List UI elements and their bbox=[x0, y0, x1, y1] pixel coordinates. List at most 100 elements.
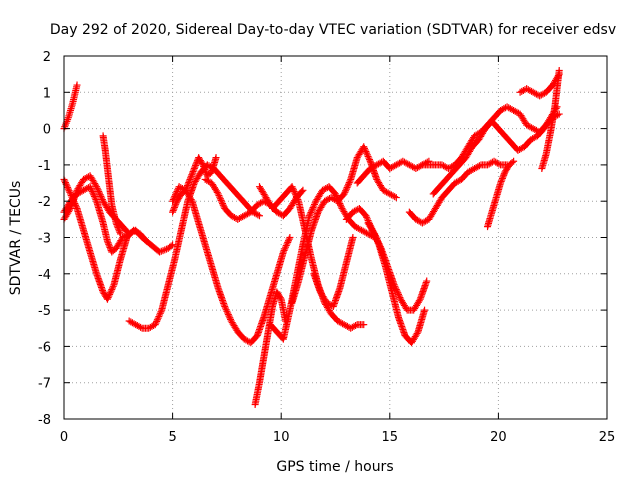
series-track-14 bbox=[310, 234, 357, 310]
data-point-marker bbox=[125, 230, 133, 238]
data-point-marker bbox=[311, 199, 319, 207]
data-point-marker bbox=[90, 192, 98, 200]
x-axis-label: GPS time / hours bbox=[276, 459, 393, 475]
data-point-marker bbox=[201, 166, 209, 174]
data-point-marker bbox=[361, 146, 369, 154]
data-point-marker bbox=[113, 222, 121, 230]
y-tick-label: -7 bbox=[38, 377, 51, 392]
data-point-marker bbox=[376, 241, 384, 249]
data-point-marker bbox=[224, 309, 232, 317]
data-markers bbox=[60, 67, 563, 408]
data-point-marker bbox=[276, 294, 284, 302]
data-point-marker bbox=[555, 67, 563, 75]
data-point-marker bbox=[298, 188, 306, 196]
data-point-marker bbox=[95, 189, 103, 197]
data-point-marker bbox=[189, 168, 197, 176]
data-point-marker bbox=[308, 205, 316, 213]
data-point-marker bbox=[183, 182, 191, 190]
data-point-marker bbox=[98, 194, 106, 202]
x-tick-label: 15 bbox=[382, 430, 399, 445]
data-point-marker bbox=[109, 282, 117, 290]
data-point-marker bbox=[374, 238, 382, 246]
data-point-marker bbox=[307, 208, 315, 216]
data-point-marker bbox=[393, 287, 401, 295]
data-point-marker bbox=[286, 234, 294, 241]
data-point-marker bbox=[170, 194, 178, 202]
data-point-marker bbox=[200, 162, 208, 170]
series-track-5 bbox=[99, 132, 124, 238]
y-tick-label: -5 bbox=[38, 304, 51, 319]
data-point-marker bbox=[105, 240, 113, 248]
data-point-marker bbox=[322, 184, 330, 192]
data-point-marker bbox=[279, 248, 287, 256]
data-point-marker bbox=[371, 230, 379, 238]
data-point-marker bbox=[224, 311, 232, 319]
data-point-marker bbox=[106, 289, 114, 297]
data-point-marker bbox=[66, 188, 74, 196]
data-point-marker bbox=[157, 308, 165, 316]
data-point-marker bbox=[187, 174, 195, 182]
data-point-marker bbox=[217, 196, 225, 204]
data-point-marker bbox=[324, 195, 332, 203]
data-point-marker bbox=[350, 322, 358, 330]
data-point-marker bbox=[156, 311, 164, 319]
data-point-marker bbox=[394, 289, 402, 297]
data-point-marker bbox=[363, 215, 371, 223]
data-point-marker bbox=[342, 187, 350, 195]
data-point-marker bbox=[299, 186, 307, 194]
data-point-marker bbox=[143, 237, 151, 245]
data-point-marker bbox=[415, 297, 423, 305]
data-point-marker bbox=[190, 166, 198, 174]
data-point-marker bbox=[499, 173, 507, 181]
data-point-marker bbox=[373, 235, 381, 243]
data-point-marker bbox=[170, 205, 178, 213]
data-point-marker bbox=[341, 188, 349, 196]
data-point-marker bbox=[98, 196, 106, 204]
data-point-marker bbox=[363, 151, 371, 159]
data-point-marker bbox=[497, 179, 505, 187]
x-tick-label: 20 bbox=[490, 430, 507, 445]
data-point-marker bbox=[113, 221, 121, 229]
series-track-16 bbox=[353, 157, 433, 187]
data-point-marker bbox=[171, 202, 179, 210]
data-point-marker bbox=[309, 204, 317, 212]
data-point-marker bbox=[423, 277, 431, 285]
data-point-marker bbox=[105, 292, 113, 300]
data-point-marker bbox=[340, 190, 348, 198]
data-point-marker bbox=[97, 192, 105, 200]
y-tick-label: -2 bbox=[38, 195, 51, 210]
data-point-marker bbox=[153, 316, 161, 324]
y-tick-label: 1 bbox=[43, 86, 51, 101]
data-point-marker bbox=[225, 312, 233, 320]
series-track-3 bbox=[60, 175, 151, 303]
data-point-marker bbox=[255, 212, 263, 220]
data-point-marker bbox=[91, 194, 99, 202]
data-point-marker bbox=[392, 194, 400, 202]
data-point-marker bbox=[292, 191, 300, 199]
data-point-marker bbox=[375, 240, 383, 248]
data-point-marker bbox=[519, 86, 527, 94]
data-point-marker bbox=[169, 196, 177, 204]
data-point-marker bbox=[103, 237, 111, 245]
data-point-marker bbox=[184, 180, 192, 188]
data-point-marker bbox=[216, 193, 224, 201]
data-point-marker bbox=[95, 188, 103, 196]
data-point-marker bbox=[219, 200, 227, 208]
data-point-marker bbox=[190, 165, 198, 173]
data-point-marker bbox=[173, 188, 181, 196]
data-point-marker bbox=[116, 230, 124, 238]
y-tick-label: -3 bbox=[38, 232, 51, 247]
data-point-marker bbox=[290, 188, 298, 196]
data-point-marker bbox=[65, 187, 73, 195]
data-point-marker bbox=[495, 160, 503, 168]
data-point-marker bbox=[342, 185, 350, 193]
data-point-marker bbox=[216, 195, 224, 203]
data-point-marker bbox=[311, 200, 319, 208]
data-point-marker bbox=[64, 183, 72, 191]
data-point-marker bbox=[169, 207, 177, 215]
data-point-marker bbox=[112, 219, 120, 227]
data-point-marker bbox=[555, 110, 563, 118]
data-point-marker bbox=[394, 290, 402, 298]
data-point-marker bbox=[170, 203, 178, 211]
data-point-marker bbox=[221, 304, 229, 312]
